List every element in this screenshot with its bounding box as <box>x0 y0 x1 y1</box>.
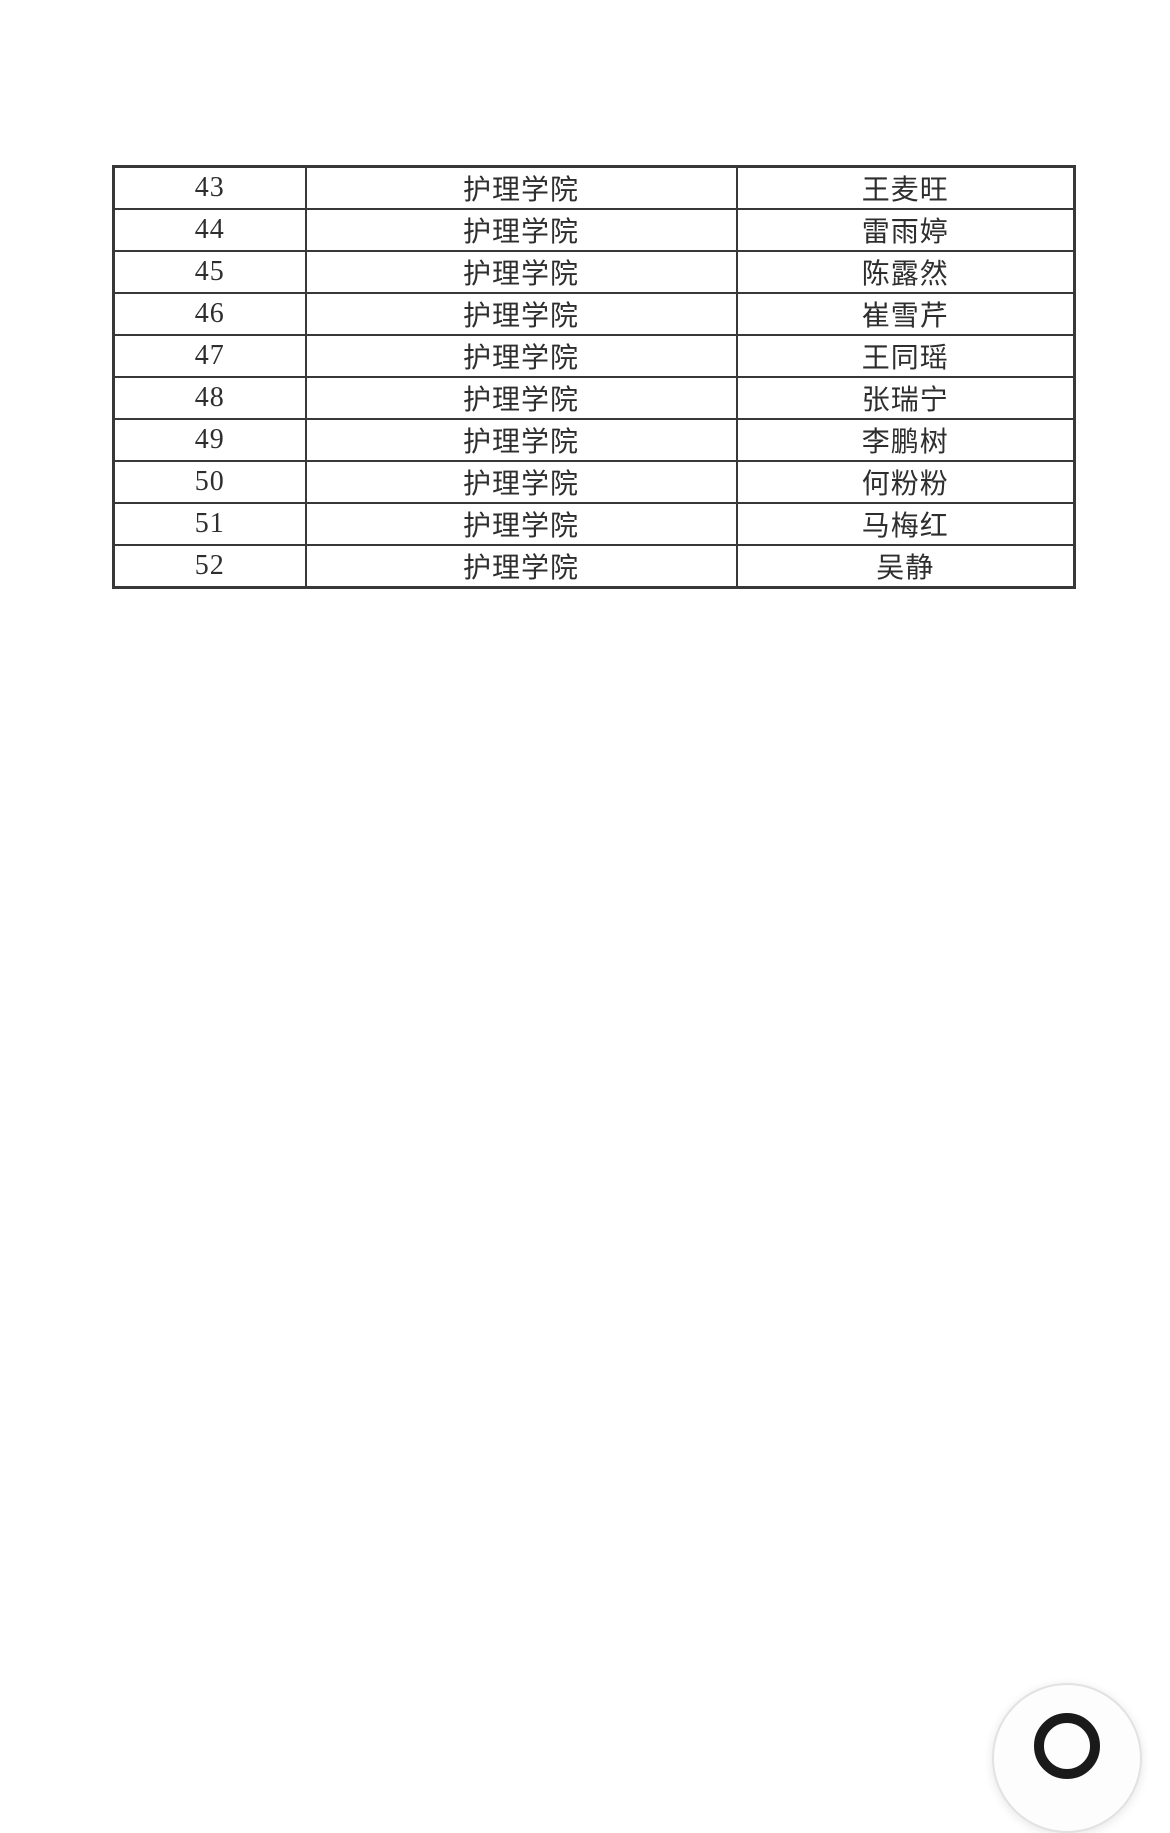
cell-number: 52 <box>112 544 307 589</box>
cell-college: 护理学院 <box>304 544 738 589</box>
table-row: 46 护理学院 崔雪芹 <box>112 292 1076 336</box>
cell-college: 护理学院 <box>304 502 738 546</box>
table-row: 45 护理学院 陈露然 <box>112 250 1076 294</box>
cell-name: 吴静 <box>735 544 1076 589</box>
document-page: 43 护理学院 王麦旺 44 护理学院 雷雨婷 45 护理学院 陈露然 46 护… <box>112 165 1142 1833</box>
cell-number: 45 <box>112 250 307 294</box>
ring-icon <box>1034 1713 1100 1779</box>
cell-number: 47 <box>112 334 307 378</box>
cell-college: 护理学院 <box>304 334 738 378</box>
cell-college: 护理学院 <box>304 208 738 252</box>
cell-name: 陈露然 <box>735 250 1076 294</box>
table-row: 48 护理学院 张瑞宁 <box>112 376 1076 420</box>
cell-college: 护理学院 <box>304 165 738 210</box>
cell-name: 何粉粉 <box>735 460 1076 504</box>
cell-name: 王同瑶 <box>735 334 1076 378</box>
table-row: 50 护理学院 何粉粉 <box>112 460 1076 504</box>
cell-college: 护理学院 <box>304 292 738 336</box>
roster-table: 43 护理学院 王麦旺 44 护理学院 雷雨婷 45 护理学院 陈露然 46 护… <box>112 165 1076 589</box>
table-row: 51 护理学院 马梅红 <box>112 502 1076 546</box>
cell-number: 44 <box>112 208 307 252</box>
cell-number: 49 <box>112 418 307 462</box>
table-row: 44 护理学院 雷雨婷 <box>112 208 1076 252</box>
cell-name: 马梅红 <box>735 502 1076 546</box>
cell-number: 48 <box>112 376 307 420</box>
cell-college: 护理学院 <box>304 460 738 504</box>
cell-name: 张瑞宁 <box>735 376 1076 420</box>
table-row: 49 护理学院 李鹏树 <box>112 418 1076 462</box>
cell-number: 43 <box>112 165 307 210</box>
cell-college: 护理学院 <box>304 418 738 462</box>
cell-name: 崔雪芹 <box>735 292 1076 336</box>
table-row: 52 护理学院 吴静 <box>112 544 1076 589</box>
cell-name: 王麦旺 <box>735 165 1076 210</box>
cell-name: 李鹏树 <box>735 418 1076 462</box>
cell-number: 50 <box>112 460 307 504</box>
floating-action-button[interactable] <box>992 1683 1142 1833</box>
cell-college: 护理学院 <box>304 376 738 420</box>
table-row: 43 护理学院 王麦旺 <box>112 165 1076 210</box>
cell-number: 46 <box>112 292 307 336</box>
cell-number: 51 <box>112 502 307 546</box>
cell-college: 护理学院 <box>304 250 738 294</box>
cell-name: 雷雨婷 <box>735 208 1076 252</box>
table-row: 47 护理学院 王同瑶 <box>112 334 1076 378</box>
